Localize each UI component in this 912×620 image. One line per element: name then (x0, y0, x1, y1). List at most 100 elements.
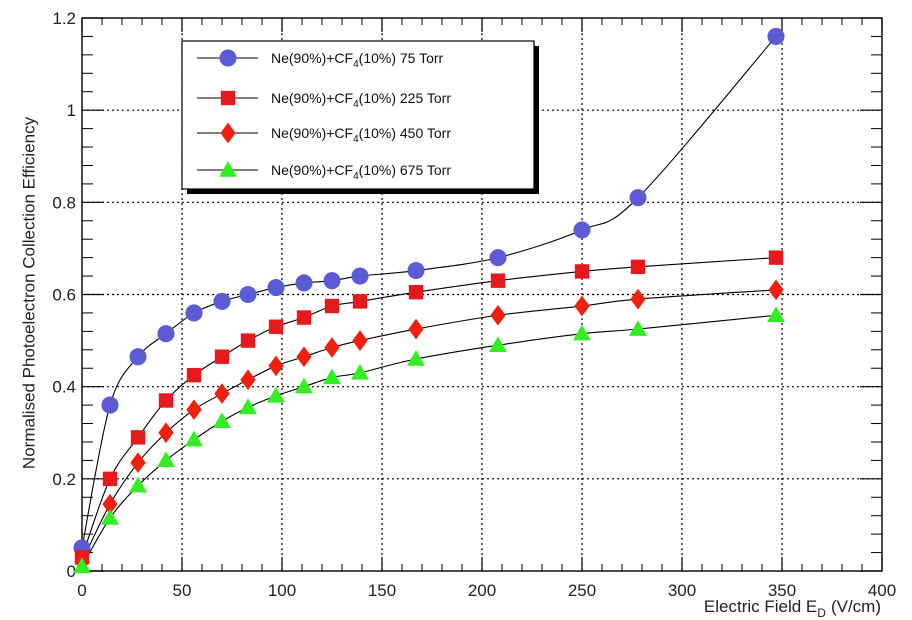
data-point-triangle (351, 363, 369, 380)
legend-label-prefix: Ne(90%)+CF (271, 50, 353, 66)
data-point-square (186, 367, 202, 383)
data-point-circle (767, 27, 785, 45)
y-tick-label: 1.2 (52, 9, 76, 28)
data-point-triangle (323, 368, 341, 385)
data-point-diamond (490, 304, 506, 326)
data-point-square (630, 259, 646, 275)
legend-items: Ne(90%)+CF4(10%) 75 TorrNe(90%)+CF4(10%)… (197, 49, 451, 182)
data-point-triangle (129, 476, 147, 493)
y-tick-label: 0.6 (52, 286, 76, 305)
data-point-diamond (574, 295, 590, 317)
data-point-diamond (268, 355, 284, 377)
data-point-circle (629, 189, 647, 207)
data-point-square (158, 393, 174, 408)
data-point-diamond (352, 330, 368, 351)
data-point-square (768, 250, 784, 265)
data-point-square (240, 333, 256, 348)
legend-label-prefix: Ne(90%)+CF (271, 125, 353, 141)
legend-label-suffix: (10%) 450 Torr (359, 125, 452, 141)
data-point-square (352, 294, 368, 309)
data-point-square (130, 430, 146, 445)
data-point-triangle (101, 509, 119, 525)
legend-box (181, 40, 535, 190)
legend-label-subscript: 4 (353, 99, 359, 110)
data-point-triangle (573, 324, 591, 341)
legend-label-prefix: Ne(90%)+CF (271, 90, 353, 106)
data-point-triangle (213, 412, 231, 428)
legend-label-suffix: (10%) 675 Torr (359, 162, 452, 178)
data-point-diamond (768, 279, 784, 301)
data-point-diamond (630, 288, 646, 310)
y-tick-label: 0 (67, 562, 76, 581)
legend-label-subscript: 4 (353, 171, 359, 182)
data-point-diamond (214, 383, 230, 404)
y-tick-label: 0.8 (52, 193, 76, 212)
x-tick-label: 300 (668, 581, 696, 600)
data-point-circle (489, 249, 507, 267)
x-axis-title-main: Electric Field E (704, 597, 817, 616)
data-point-circle (129, 348, 147, 366)
data-point-square (324, 298, 340, 314)
x-tick-label: 150 (368, 581, 396, 600)
x-tick-label: 50 (173, 581, 192, 600)
legend-marker-circle (219, 49, 237, 67)
data-point-circle (407, 261, 425, 280)
y-tick-label: 0.2 (52, 470, 76, 489)
x-axis-title: Electric Field ED (V/cm) (704, 597, 881, 620)
x-tick-label: 100 (268, 581, 296, 600)
data-point-diamond (296, 346, 312, 368)
legend-label-subscript: 4 (353, 59, 359, 70)
data-point-triangle (407, 350, 425, 366)
x-axis-title-unit: (V/cm) (831, 597, 881, 616)
legend-label-suffix: (10%) 75 Torr (359, 50, 444, 66)
data-point-circle (157, 325, 175, 343)
legend-marker-square (220, 90, 236, 106)
x-tick-label: 400 (868, 581, 896, 600)
series-markers (73, 27, 785, 574)
data-point-diamond (408, 318, 424, 340)
data-point-diamond (158, 422, 174, 444)
data-point-triangle (185, 430, 203, 447)
data-point-triangle (157, 451, 175, 468)
data-point-square (408, 284, 424, 300)
y-tick-label: 0.4 (52, 378, 76, 397)
data-point-circle (185, 304, 203, 322)
data-point-square (574, 264, 590, 279)
data-point-diamond (102, 493, 118, 515)
data-point-diamond (240, 369, 256, 391)
data-point-circle (573, 221, 591, 239)
data-point-triangle (489, 336, 507, 352)
data-point-circle (213, 292, 231, 310)
data-point-circle (267, 279, 285, 297)
legend-label: Ne(90%)+CF4(10%) 225 Torr (271, 90, 451, 110)
legend-marker-triangle (219, 161, 237, 177)
data-point-circle (351, 267, 369, 285)
data-point-circle (239, 285, 257, 304)
grid (82, 18, 882, 571)
data-point-square (490, 273, 506, 288)
data-point-circle (101, 396, 119, 414)
data-point-triangle (267, 386, 285, 403)
legend-label-suffix: (10%) 225 Torr (359, 90, 452, 106)
data-point-square (214, 349, 230, 364)
legend-label-subscript: 4 (353, 134, 359, 145)
legend-label-prefix: Ne(90%)+CF (271, 162, 353, 178)
data-point-triangle (239, 398, 257, 415)
x-axis-title-subscript: D (817, 606, 826, 620)
data-point-square (102, 471, 118, 487)
data-point-triangle (629, 320, 647, 336)
y-axis-title: Normalised Photoelectron Collection Effi… (19, 116, 38, 469)
data-point-square (296, 310, 312, 325)
legend: Ne(90%)+CF4(10%) 75 TorrNe(90%)+CF4(10%)… (181, 40, 539, 194)
data-point-triangle (767, 306, 785, 322)
y-tick-label: 1 (67, 101, 76, 120)
x-tick-label: 200 (468, 581, 496, 600)
data-point-square (268, 319, 284, 334)
legend-label: Ne(90%)+CF4(10%) 675 Torr (271, 162, 451, 182)
x-tick-label: 350 (768, 581, 796, 600)
legend-label: Ne(90%)+CF4(10%) 75 Torr (271, 50, 444, 70)
data-point-triangle (295, 377, 313, 394)
data-point-diamond (186, 399, 202, 421)
data-point-diamond (130, 452, 146, 474)
